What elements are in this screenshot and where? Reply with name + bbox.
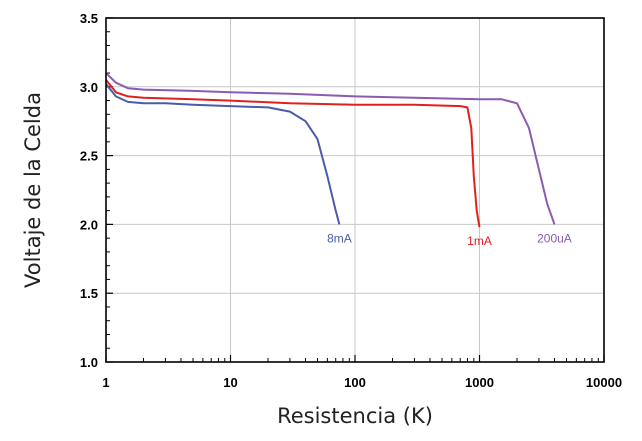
x-tick-label: 100: [344, 375, 366, 390]
x-tick-label: 10000: [586, 375, 622, 390]
y-tick-label: 1.5: [80, 286, 98, 301]
series-layer: [105, 72, 556, 228]
y-tick-label: 3.5: [80, 11, 98, 26]
y-axis-title: Voltaje de la Celda: [21, 92, 45, 288]
y-tick-label: 2.0: [80, 217, 98, 232]
series-label-200ua: 200uA: [537, 231, 572, 245]
series-label-8ma: 8mA: [327, 231, 352, 245]
plot-frame: [105, 17, 605, 363]
y-tick-labels: 1.0 1.5 2.0 2.5 3.0 3.5: [80, 11, 98, 370]
x-tick-labels: 1 10 100 1000 10000: [102, 375, 622, 390]
x-tick-label: 10: [223, 375, 237, 390]
series-line-8ma: [105, 83, 341, 225]
series-label-1ma: 1mA: [467, 234, 492, 248]
x-tick-label: 1: [102, 375, 109, 390]
series-line-200ua: [105, 72, 556, 225]
series-labels: 8mA 1mA 200uA: [327, 231, 572, 248]
y-tick-label: 2.5: [80, 149, 98, 164]
y-tick-label: 3.0: [80, 80, 98, 95]
x-axis-title: Resistencia (K): [277, 404, 433, 428]
series-line-1ma: [105, 79, 481, 228]
grid-lines: [106, 18, 604, 362]
y-tick-label: 1.0: [80, 355, 98, 370]
x-tick-label: 1000: [465, 375, 494, 390]
